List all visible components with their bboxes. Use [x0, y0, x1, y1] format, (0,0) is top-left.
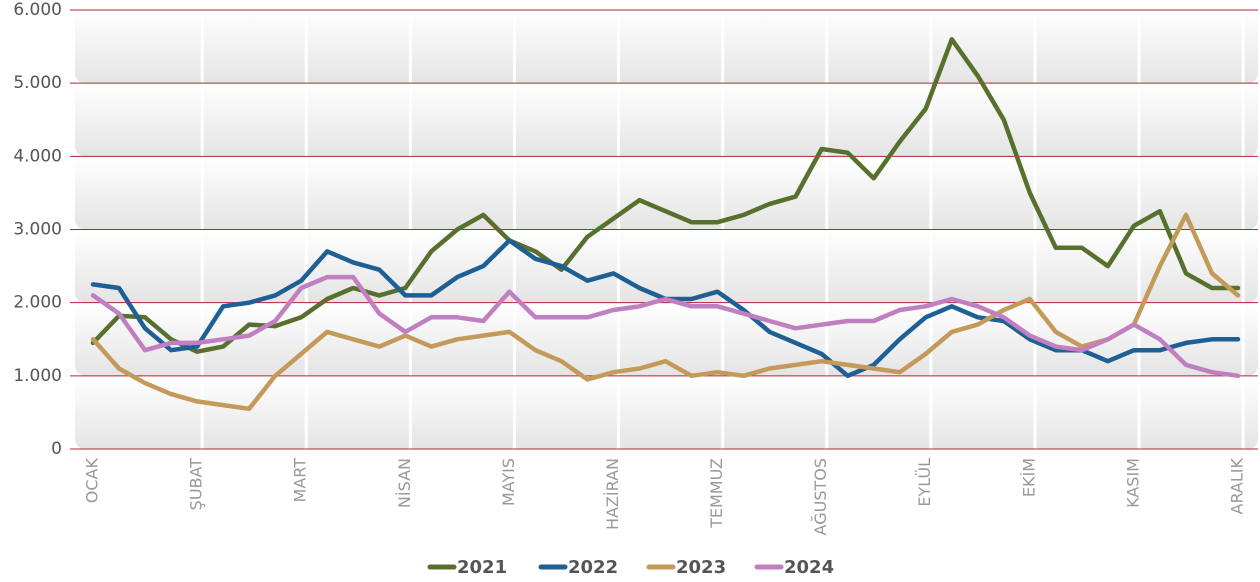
x-tick-label: OCAK: [83, 457, 102, 503]
x-tick-label: AĞUSTOS: [811, 458, 830, 535]
y-tick-label: 3.000: [13, 220, 62, 240]
y-tick-label: 6.000: [13, 0, 62, 20]
legend-label: 2021: [457, 557, 507, 578]
x-tick-label: EYLÜL: [915, 458, 934, 507]
legend-label: 2022: [568, 557, 618, 578]
y-tick-label: 0: [51, 439, 62, 459]
plot-band: [75, 83, 1258, 157]
x-tick-label: HAZİRAN: [603, 458, 622, 530]
x-tick-label: NİSAN: [395, 458, 414, 508]
x-tick-label: EKİM: [1019, 458, 1038, 497]
legend-label: 2023: [676, 557, 726, 578]
x-tick-label: KASIM: [1123, 458, 1142, 508]
plot-band: [75, 156, 1258, 230]
plot-band: [75, 302, 1258, 376]
series-line: [90, 274, 1241, 379]
plot-band: [75, 375, 1258, 449]
y-tick-label: 1.000: [13, 366, 62, 386]
x-tick-label: MART: [291, 458, 310, 503]
series-line: [90, 212, 1241, 412]
x-tick-label: MAYIS: [499, 458, 518, 506]
y-tick-label: 4.000: [13, 146, 62, 166]
x-tick-label: ARALIK: [1228, 457, 1247, 514]
y-tick-label: 5.000: [13, 73, 62, 93]
plot-band: [75, 10, 1258, 84]
plot-band: [75, 229, 1258, 303]
y-tick-label: 2.000: [13, 293, 62, 313]
x-tick-label: TEMMUZ: [707, 458, 726, 529]
x-tick-label: ŞUBAT: [187, 458, 206, 511]
legend-label: 2024: [784, 557, 834, 578]
series-line: [90, 37, 1241, 354]
